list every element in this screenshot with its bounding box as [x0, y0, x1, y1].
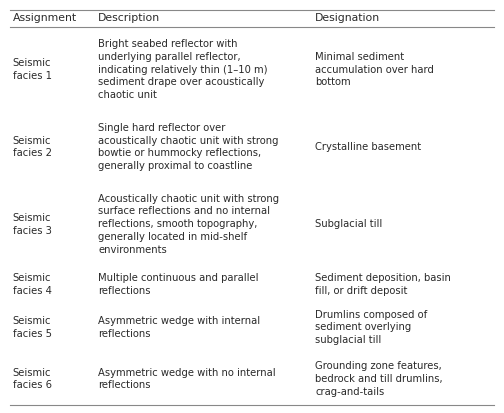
Text: Asymmetric wedge with no internal
reflections: Asymmetric wedge with no internal reflec…: [98, 368, 276, 390]
Text: Seismic
facies 2: Seismic facies 2: [13, 135, 51, 158]
Text: Acoustically chaotic unit with strong
surface reflections and no internal
reflec: Acoustically chaotic unit with strong su…: [98, 194, 279, 255]
Text: Assignment: Assignment: [13, 14, 77, 24]
Text: Crystalline basement: Crystalline basement: [315, 142, 421, 152]
Text: Single hard reflector over
acoustically chaotic unit with strong
bowtie or hummo: Single hard reflector over acoustically …: [98, 123, 279, 171]
Text: Designation: Designation: [315, 14, 380, 24]
Text: Grounding zone features,
bedrock and till drumlins,
crag-and-tails: Grounding zone features, bedrock and til…: [315, 361, 443, 397]
Text: Minimal sediment
accumulation over hard
bottom: Minimal sediment accumulation over hard …: [315, 52, 434, 88]
Text: Multiple continuous and parallel
reflections: Multiple continuous and parallel reflect…: [98, 273, 259, 296]
Text: Seismic
facies 1: Seismic facies 1: [13, 58, 51, 81]
Text: Sediment deposition, basin
fill, or drift deposit: Sediment deposition, basin fill, or drif…: [315, 273, 451, 296]
Text: Asymmetric wedge with internal
reflections: Asymmetric wedge with internal reflectio…: [98, 316, 261, 339]
Text: Seismic
facies 3: Seismic facies 3: [13, 213, 51, 236]
Text: Drumlins composed of
sediment overlying
subglacial till: Drumlins composed of sediment overlying …: [315, 310, 427, 345]
Text: Subglacial till: Subglacial till: [315, 219, 382, 229]
Text: Seismic
facies 6: Seismic facies 6: [13, 368, 51, 390]
Text: Seismic
facies 5: Seismic facies 5: [13, 316, 51, 339]
Text: Description: Description: [98, 14, 160, 24]
Text: Bright seabed reflector with
underlying parallel reflector,
indicating relativel: Bright seabed reflector with underlying …: [98, 39, 268, 100]
Text: Seismic
facies 4: Seismic facies 4: [13, 273, 51, 296]
